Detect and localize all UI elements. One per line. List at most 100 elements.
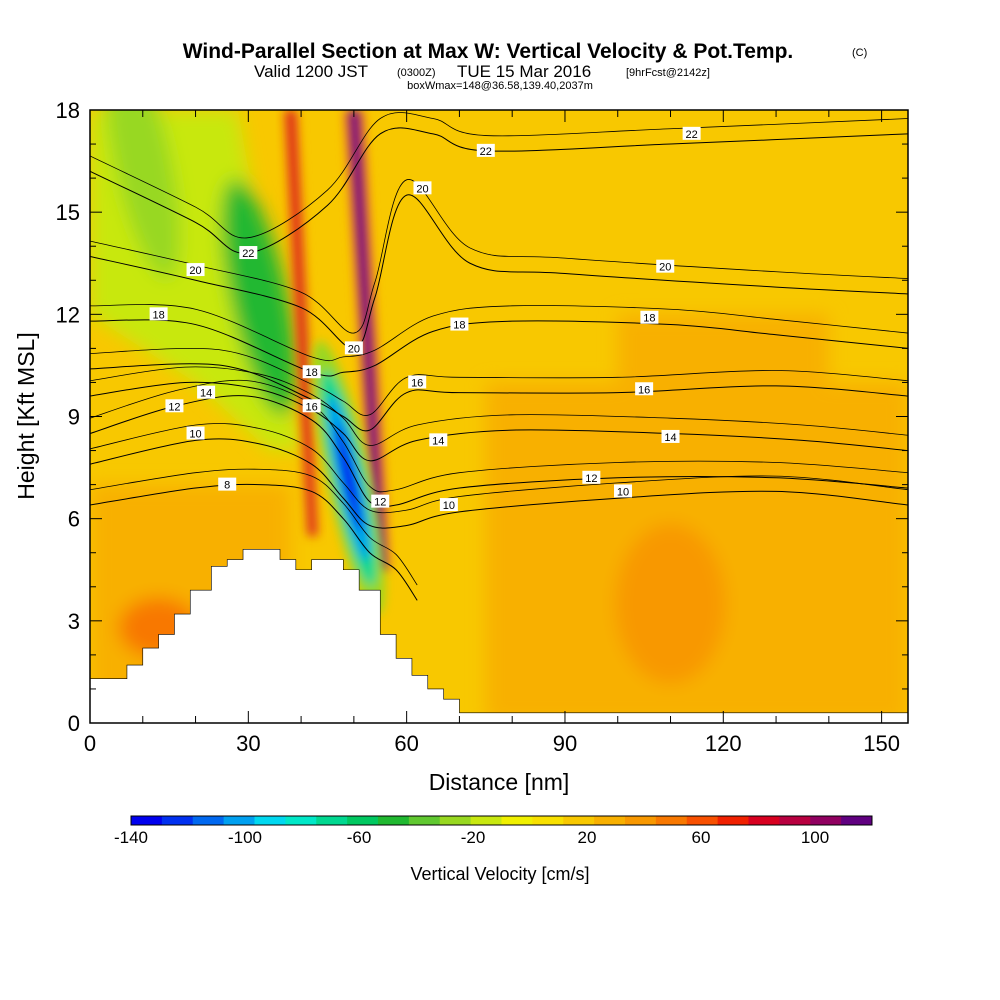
y-tick-label: 12 [56,302,80,327]
theta-contour-8 [90,483,418,601]
contour-label: 18 [453,320,465,332]
boxwmax-info: boxWmax=148@36.58,139.40,2037m [407,80,593,92]
y-tick-label: 9 [68,405,80,430]
contour-label-bg [635,382,654,396]
terrain-mask [90,549,908,723]
contour-label-bg [450,317,469,331]
contour-label-bg [302,365,321,379]
contour-label-bg [582,470,601,484]
colorbar-label: -140 [114,828,148,847]
colorbar: -140 -100 -60 -20 20 60 100 [114,815,873,847]
colorbar-swatch [470,816,502,825]
x-axis-title: Distance [nm] [429,769,570,795]
contour-label-bg [429,433,448,447]
contour-label-bg [197,385,216,399]
x-tick-label: 60 [394,731,418,756]
weak-updraft-patch [617,314,829,417]
contour-label-bg [476,143,495,157]
y-tick-label: 18 [56,98,80,123]
contour-label: 22 [242,248,254,260]
colorbar-swatch [501,816,533,825]
contour-label: 14 [200,388,212,400]
downdraft-core [221,179,296,415]
contour-label: 12 [374,497,386,509]
contour-label-bg [614,484,633,498]
contour-label-bg [656,259,675,273]
theta-contour-10 [90,438,908,529]
contour-label-bg [186,426,205,440]
theta-contour-intermediate [90,379,908,493]
colorbar-swatch [131,816,163,825]
colorbar-swatch [192,816,225,825]
contour-label: 18 [643,313,655,325]
contour-label-bg [218,477,237,491]
theta-contour-20 [90,194,908,349]
forecast-info: [9hrFcst@2142z] [626,67,710,79]
y-tick-label: 0 [68,711,80,736]
colorbar-swatch [439,816,472,825]
contour-label-bg [165,399,184,413]
x-tick-label: 150 [863,731,900,756]
contour-label: 22 [686,129,698,141]
colorbar-label: 100 [801,828,829,847]
copyright-mark: (C) [852,47,867,59]
contour-label: 16 [306,401,318,413]
contour-label-bg [344,341,363,355]
updraft-band [349,110,385,570]
contour-label: 14 [432,435,444,447]
x-axis: 0 30 60 90 120 150 [84,110,900,756]
colorbar-label: 20 [578,828,597,847]
theta-contour-intermediate [90,468,418,586]
theta-contour-16 [90,363,908,432]
x-tick-label: 90 [553,731,577,756]
colorbar-swatch [717,816,749,825]
contour-label: 8 [224,480,230,492]
contour-label: 10 [617,486,629,498]
contour-label-bg [149,307,168,321]
valid-date: TUE 15 Mar 2016 [457,62,591,81]
contour-label-bg [408,375,427,389]
y-axis: 0 3 6 9 12 15 18 [56,98,908,736]
colorbar-swatch [563,816,595,825]
colorbar-swatch [655,816,688,825]
contour-label: 12 [168,401,180,413]
weak-updraft-patch [615,523,726,684]
colorbar-swatch [223,816,255,825]
colorbar-swatch [810,816,842,825]
contour-label: 20 [189,265,201,277]
colorbar-swatch [285,816,317,825]
y-tick-label: 15 [56,200,80,225]
colorbar-swatch [841,816,873,825]
y-axis-title: Height [Kft MSL] [13,332,39,499]
colorbar-label: -100 [228,828,262,847]
valid-prefix: Valid 1200 JST [254,62,368,81]
theta-contour-intermediate [90,347,908,416]
y-tick-label: 3 [68,609,80,634]
contour-label-bg [302,399,321,413]
colorbar-swatch [161,816,194,825]
colorbar-label: 60 [692,828,711,847]
contour-label-bg [186,263,205,277]
colorbar-label: -60 [347,828,372,847]
contour-label-bg [239,246,258,260]
theta-contour-intermediate [90,179,908,334]
contour-label: 20 [659,262,671,274]
x-tick-label: 120 [705,731,742,756]
contour-label: 16 [411,377,423,389]
contour-label-bg [682,126,701,140]
colorbar-swatch [779,816,811,825]
x-tick-label: 0 [84,731,96,756]
theta-contour-14 [90,381,908,462]
x-tick-label: 30 [236,731,260,756]
colorbar-label: -20 [461,828,486,847]
downdraft-core [105,110,180,279]
theta-contour-22 [90,127,908,254]
contour-label-bg [371,494,390,508]
contour-label: 18 [152,309,164,321]
colorbar-swatch [594,816,626,825]
colorbar-title: Vertical Velocity [cm/s] [410,864,589,884]
colorbar-swatch [408,816,441,825]
theta-contour-intermediate [90,112,908,239]
colorbar-swatch [532,816,564,825]
contour-label: 22 [480,146,492,158]
